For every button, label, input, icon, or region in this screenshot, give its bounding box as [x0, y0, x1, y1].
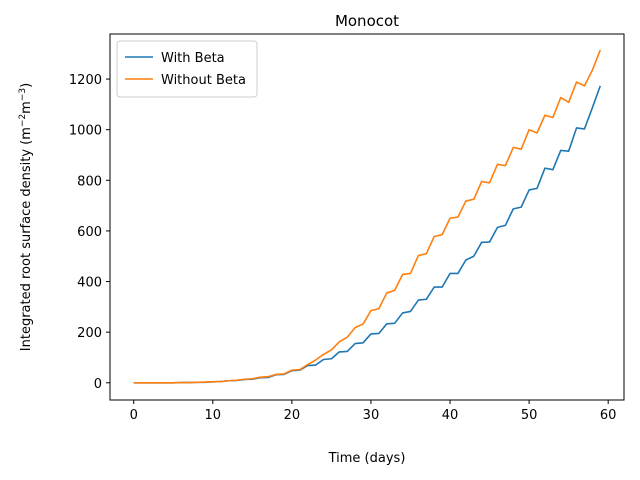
y-tick-label: 0: [94, 377, 102, 392]
y-tick-label: 1000: [69, 124, 102, 139]
legend: With Beta Without Beta: [116, 40, 258, 98]
y-tick-label: 1200: [69, 73, 102, 88]
axes-frame: [109, 33, 625, 401]
y-axis-label-mid: m: [19, 101, 34, 114]
y-tick-label: 200: [77, 326, 102, 341]
series-line-without-beta: [133, 49, 602, 384]
y-axis-label-exp1: −2: [18, 114, 28, 127]
y-tick-label: 600: [77, 225, 102, 240]
legend-label: Without Beta: [161, 73, 246, 88]
x-tick-label: 20: [284, 408, 301, 423]
x-tick-label: 60: [600, 408, 617, 423]
x-tick-label: 40: [442, 408, 459, 423]
legend-box: [116, 40, 258, 98]
y-axis-label-suffix: ): [19, 83, 34, 88]
y-axis-label: Integrated root surface density (m−2m−3): [18, 83, 34, 351]
x-tick-label: 30: [363, 408, 380, 423]
plot-lines: [133, 49, 602, 384]
x-axis-label: Time (days): [328, 451, 406, 466]
y-axis-label-exp2: −3: [18, 88, 28, 101]
y-tick-label: 800: [77, 174, 102, 189]
chart-title: Monocot: [335, 12, 399, 30]
legend-label: With Beta: [161, 51, 225, 66]
y-axis-label-prefix: Integrated root surface density (m: [19, 127, 34, 351]
x-tick-label: 10: [205, 408, 222, 423]
y-tick-label: 400: [77, 276, 102, 291]
x-tick-label: 0: [130, 408, 138, 423]
x-tick-label: 50: [521, 408, 538, 423]
